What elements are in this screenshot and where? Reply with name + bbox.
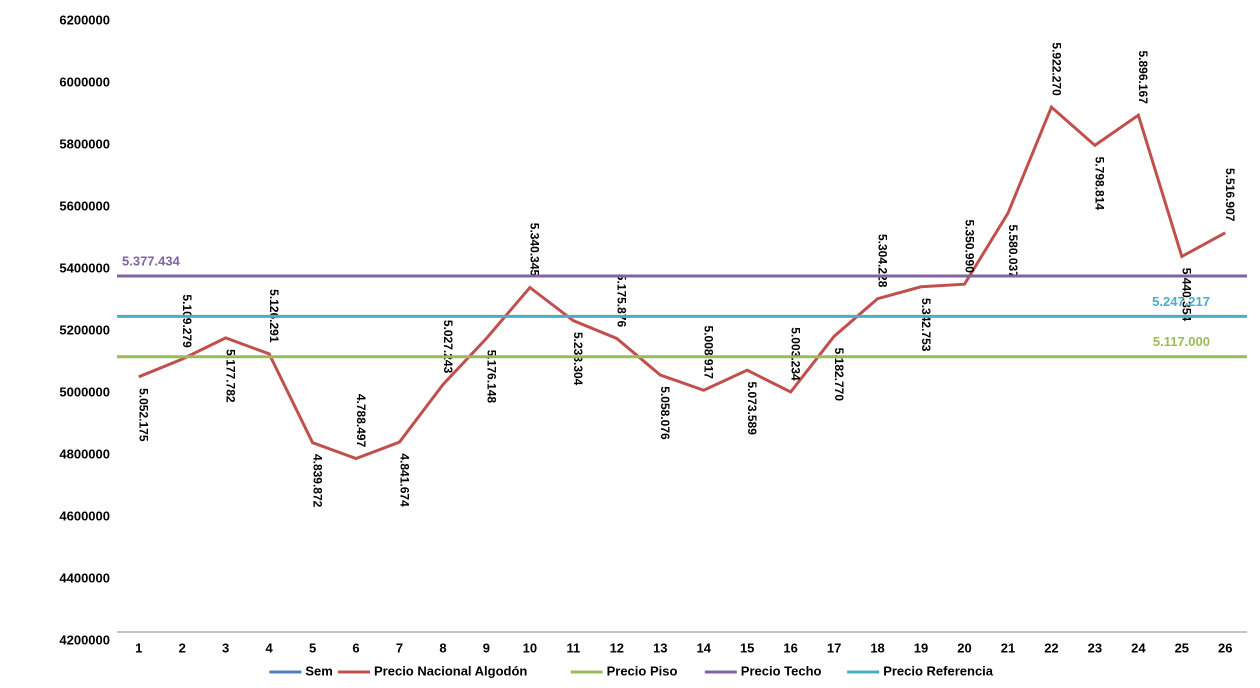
x-tick-label: 16 (783, 640, 797, 655)
data-label: 5.350.990 (962, 219, 976, 273)
x-tick-label: 12 (610, 640, 624, 655)
y-tick-label: 4200000 (59, 632, 110, 647)
y-tick-label: 4600000 (59, 508, 110, 523)
data-label: 5.342.753 (919, 298, 933, 352)
y-tick-label: 5000000 (59, 384, 110, 399)
x-tick-label: 17 (827, 640, 841, 655)
reference-label: 5.377.434 (122, 253, 181, 268)
x-tick-label: 11 (566, 640, 580, 655)
x-tick-label: 21 (1001, 640, 1015, 655)
data-label: 5.304.228 (875, 234, 889, 288)
data-label: 5.109.279 (180, 294, 194, 348)
x-tick-label: 18 (870, 640, 884, 655)
x-tick-label: 14 (696, 640, 711, 655)
data-label: 5.177.782 (223, 349, 237, 403)
x-tick-label: 5 (309, 640, 316, 655)
x-tick-label: 26 (1218, 640, 1232, 655)
x-tick-label: 2 (179, 640, 186, 655)
x-tick-label: 15 (740, 640, 754, 655)
data-label: 5.922.270 (1049, 42, 1063, 96)
data-label: 5.058.076 (658, 386, 672, 440)
y-tick-label: 4800000 (59, 446, 110, 461)
x-tick-label: 6 (352, 640, 359, 655)
reference-label: 5.117.000 (1153, 334, 1210, 349)
legend-label: Precio Piso (607, 663, 678, 678)
data-label: 5.580.037 (1006, 224, 1020, 278)
y-tick-label: 5600000 (59, 198, 110, 213)
x-tick-label: 1 (135, 640, 142, 655)
data-label: 5.233.304 (571, 332, 585, 386)
data-label: 5.003.234 (788, 327, 802, 381)
y-tick-label: 6000000 (59, 74, 110, 89)
data-label: 5.008.917 (702, 326, 716, 380)
x-tick-label: 3 (222, 640, 229, 655)
data-label: 5.052.175 (137, 388, 151, 442)
x-tick-label: 10 (523, 640, 537, 655)
legend-label: Sem (305, 663, 332, 678)
x-tick-label: 8 (439, 640, 446, 655)
data-label: 5.176.148 (484, 350, 498, 404)
series-line (138, 104, 1226, 461)
data-label: 5.182.770 (832, 348, 846, 402)
x-tick-label: 25 (1175, 640, 1189, 655)
data-label: 5.175.876 (615, 274, 629, 328)
x-tick-label: 23 (1088, 640, 1102, 655)
legend-label: Precio Techo (741, 663, 822, 678)
data-label: 5.073.589 (745, 381, 759, 435)
data-label: 4.841.674 (397, 453, 411, 507)
reference-label: 5.247.217 (1152, 294, 1210, 309)
y-tick-label: 5800000 (59, 136, 110, 151)
x-tick-label: 13 (653, 640, 667, 655)
legend-label: Precio Referencia (883, 663, 994, 678)
data-label: 4.788.497 (354, 394, 368, 448)
y-tick-label: 5200000 (59, 322, 110, 337)
y-tick-label: 6200000 (59, 12, 110, 27)
data-label: 5.440.354 (1180, 268, 1194, 322)
x-tick-label: 19 (914, 640, 928, 655)
data-label: 5.516.907 (1223, 168, 1237, 222)
legend-label: Precio Nacional Algodón (374, 663, 527, 678)
data-label: 5.896.167 (1136, 50, 1150, 104)
data-label: 5.340.345 (528, 223, 542, 277)
data-label: 4.839.872 (310, 454, 324, 508)
data-label: 5.027.243 (441, 320, 455, 374)
x-tick-label: 22 (1044, 640, 1058, 655)
x-tick-label: 24 (1131, 640, 1146, 655)
x-tick-label: 7 (396, 640, 403, 655)
y-tick-label: 4400000 (59, 570, 110, 585)
y-tick-label: 5400000 (59, 260, 110, 275)
data-label: 5.798.814 (1093, 157, 1107, 211)
x-tick-label: 9 (483, 640, 490, 655)
x-tick-label: 4 (265, 640, 273, 655)
x-tick-label: 20 (957, 640, 971, 655)
